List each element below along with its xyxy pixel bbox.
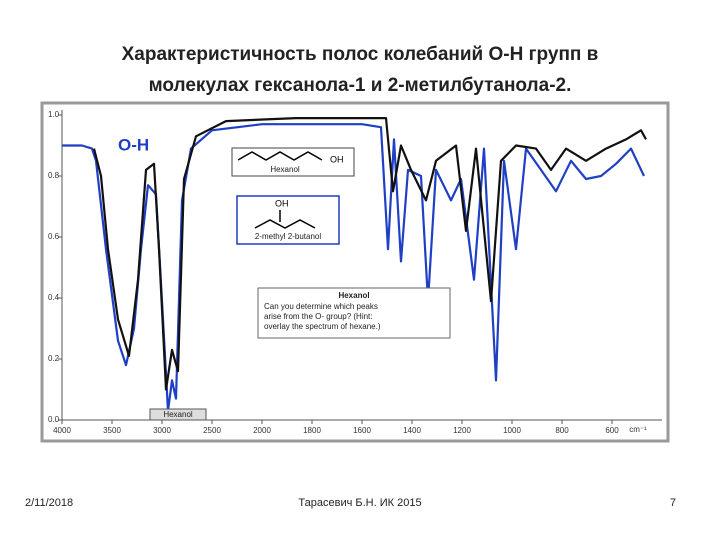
x-tick-label: 2000 (253, 426, 271, 435)
x-tick-label: 1800 (303, 426, 321, 435)
structure-box (231, 147, 355, 177)
footer-author: Тарасевич Б.Н. ИК 2015 (298, 497, 421, 509)
question-box (257, 287, 451, 339)
oh-label: OH (275, 198, 289, 208)
y-tick-label: 0.8 (48, 171, 60, 180)
title-line: Характеристичность полос колебаний О-Н г… (122, 44, 599, 65)
x-axis-label: cm⁻¹ (629, 425, 647, 434)
y-tick-label: 0.0 (48, 415, 60, 424)
x-tick-label: 2500 (203, 426, 221, 435)
y-tick-label: 0.2 (48, 354, 60, 363)
structure-label: Hexanol (270, 165, 300, 174)
footer-page: 7 (670, 497, 676, 509)
question-line: arise from the O- group? (Hint: (264, 312, 372, 321)
x-tick-label: 4000 (53, 426, 71, 435)
bottom-label: Hexanol (163, 410, 193, 419)
spectrum-line (92, 117, 647, 391)
x-tick-label: 800 (555, 426, 569, 435)
x-tick-label: 1600 (353, 426, 371, 435)
question-line: Can you determine which peaks (264, 302, 378, 311)
question-title: Hexanol (338, 291, 369, 300)
label-box (149, 408, 207, 421)
structure (237, 151, 323, 161)
x-tick-label: 600 (605, 426, 619, 435)
x-tick-label: 1200 (453, 426, 471, 435)
x-tick-label: 3500 (103, 426, 121, 435)
footer-date: 2/11/2018 (25, 497, 73, 509)
title-line: молекулах гексанола-1 и 2-метилбутанола-… (149, 75, 572, 96)
y-tick-label: 0.4 (48, 293, 60, 302)
oh-label: OH (330, 154, 344, 164)
structure (254, 219, 316, 229)
y-tick-label: 1.0 (48, 110, 60, 119)
x-tick-label: 3000 (153, 426, 171, 435)
structure-label: 2-methyl 2-butanol (255, 232, 321, 241)
x-tick-label: 1000 (503, 426, 521, 435)
x-tick-label: 1400 (403, 426, 421, 435)
y-tick-label: 0.6 (48, 232, 60, 241)
plot-frame (40, 101, 670, 443)
question-line: overlay the spectrum of hexane.) (264, 322, 381, 331)
group-label: O-H (118, 135, 149, 154)
structure-box (236, 195, 340, 245)
